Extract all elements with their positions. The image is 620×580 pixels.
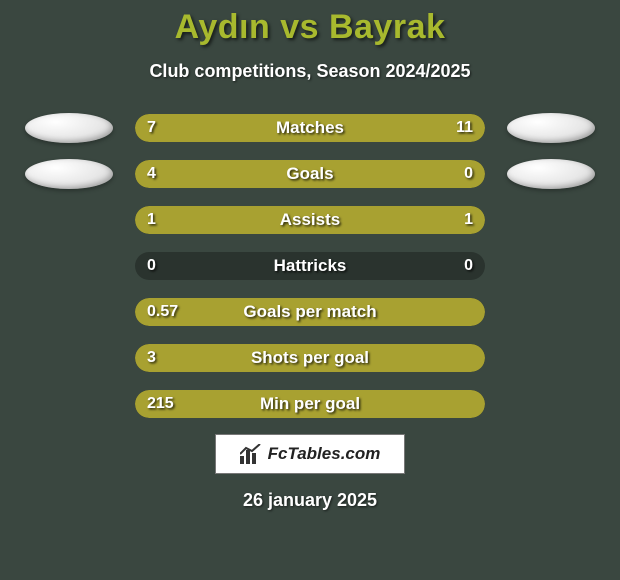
stats-list: 711Matches40Goals11Assists00Hattricks0.5…: [0, 112, 620, 420]
brand-text: FcTables.com: [268, 444, 381, 464]
stat-row: 3Shots per goal: [0, 342, 620, 374]
stat-bar: 40Goals: [135, 160, 485, 188]
stat-label: Hattricks: [135, 256, 485, 276]
brand-icon: [240, 444, 262, 464]
player-right-avatar: [507, 159, 595, 189]
stat-value-left: 3: [147, 349, 156, 367]
comparison-card: Aydın vs Bayrak Club competitions, Seaso…: [0, 0, 620, 580]
player-right-avatar: [507, 113, 595, 143]
stat-row: 711Matches: [0, 112, 620, 144]
stat-row: 11Assists: [0, 204, 620, 236]
bar-fill: [135, 298, 485, 326]
card-subtitle: Club competitions, Season 2024/2025: [0, 61, 620, 82]
stat-value-right: 0: [464, 257, 473, 275]
stat-value-left: 215: [147, 395, 174, 413]
bar-fill-right: [271, 114, 485, 142]
bar-fill-right: [310, 206, 485, 234]
bar-fill-left: [135, 206, 310, 234]
stat-value-left: 7: [147, 119, 156, 137]
card-title: Aydın vs Bayrak: [0, 8, 620, 47]
stat-value-left: 0: [147, 257, 156, 275]
stat-value-right: 1: [464, 211, 473, 229]
card-date: 26 january 2025: [0, 490, 620, 511]
brand-badge[interactable]: FcTables.com: [215, 434, 405, 474]
stat-value-right: 0: [464, 165, 473, 183]
stat-value-left: 1: [147, 211, 156, 229]
stat-row: 0 0Hattricks: [0, 250, 620, 282]
player-left-avatar: [25, 159, 113, 189]
bar-fill: [135, 344, 485, 372]
stat-value-right: 11: [456, 119, 473, 137]
stat-row: 215Min per goal: [0, 388, 620, 420]
stat-bar: 711Matches: [135, 114, 485, 142]
player-left-avatar: [25, 113, 113, 143]
stat-row: 40Goals: [0, 158, 620, 190]
stat-bar: 11Assists: [135, 206, 485, 234]
bar-fill: [135, 160, 485, 188]
stat-bar: 0.57Goals per match: [135, 298, 485, 326]
stat-value-left: 0.57: [147, 303, 178, 321]
stat-bar: 215Min per goal: [135, 390, 485, 418]
stat-row: 0.57Goals per match: [0, 296, 620, 328]
stat-value-left: 4: [147, 165, 156, 183]
stat-bar: 0 0Hattricks: [135, 252, 485, 280]
bar-fill: [135, 390, 485, 418]
stat-bar: 3Shots per goal: [135, 344, 485, 372]
